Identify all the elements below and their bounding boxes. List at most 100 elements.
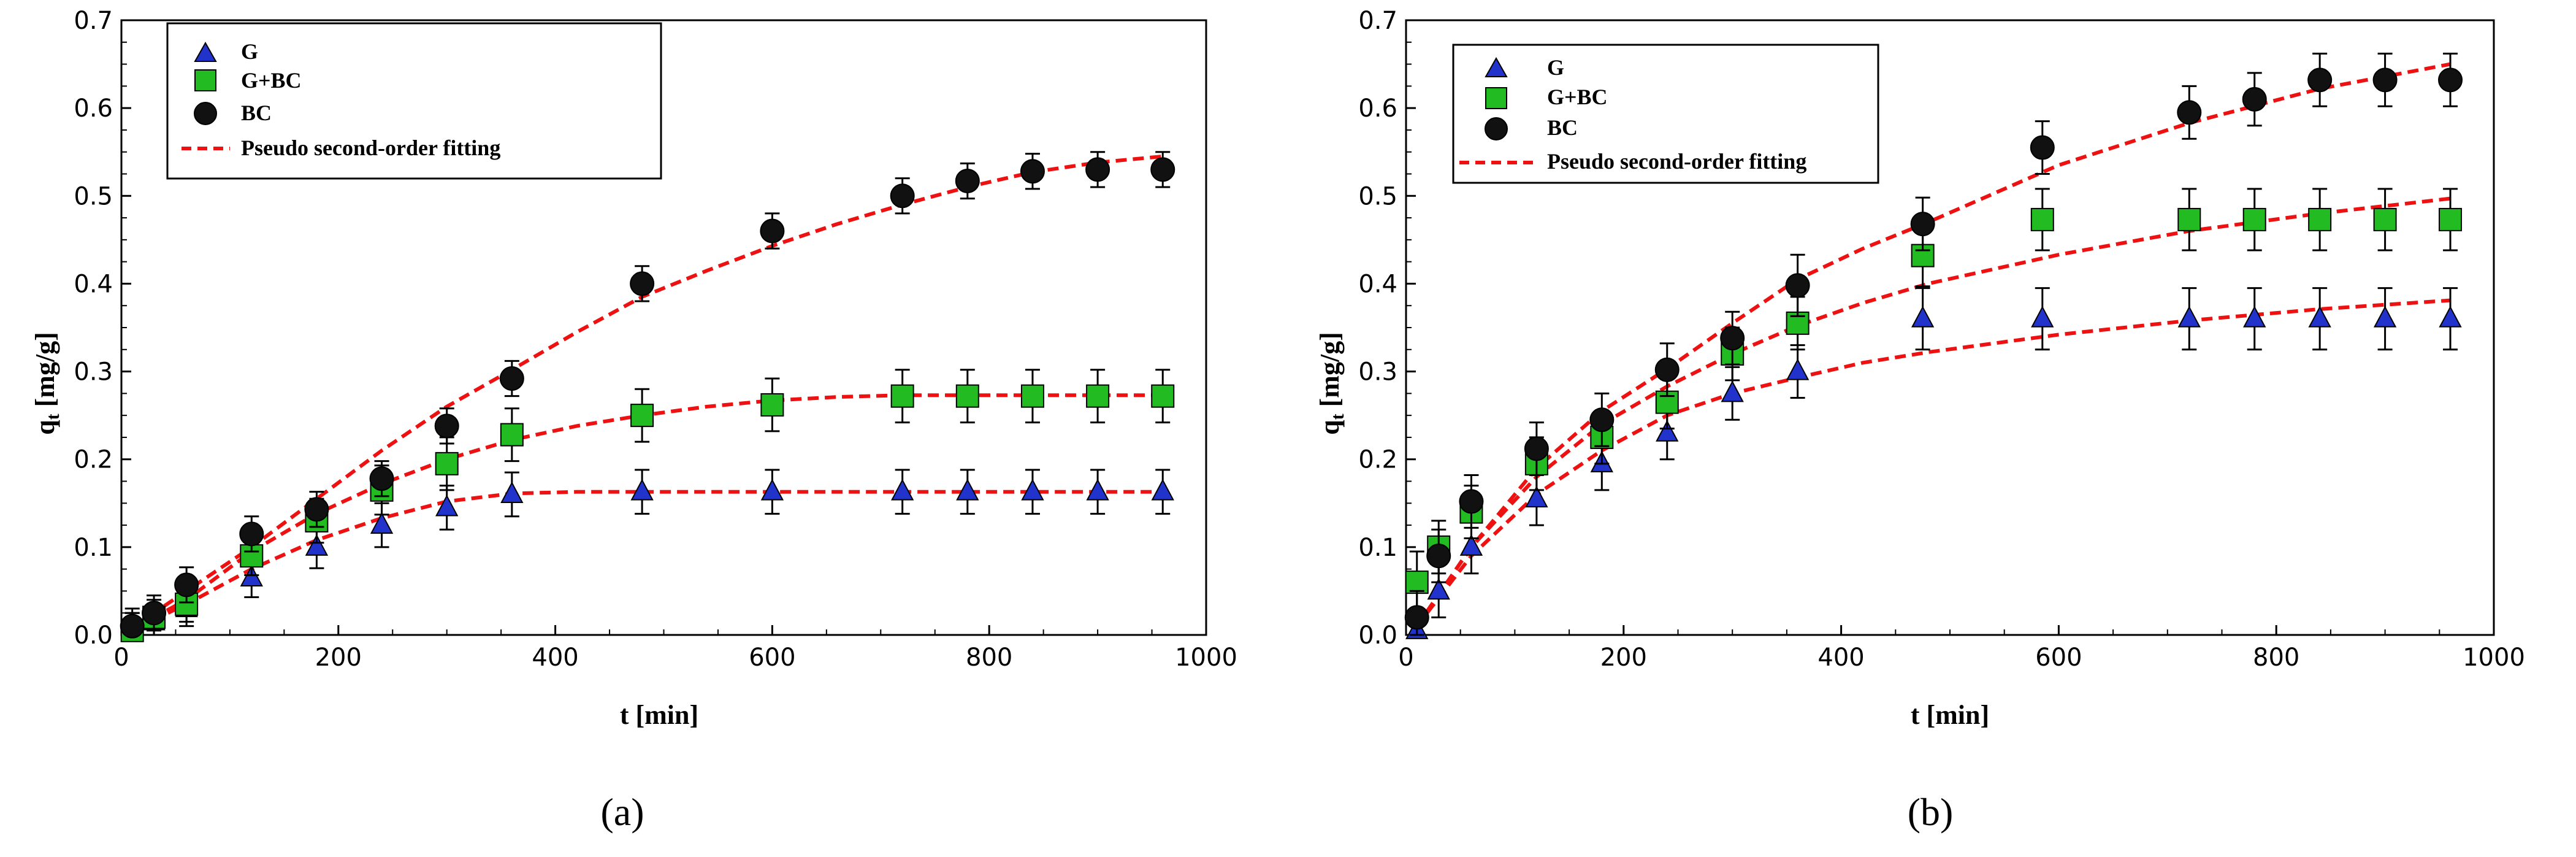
data-point-gbc [2177,207,2201,231]
data-point-bc [174,572,199,598]
plot-area-a: 0 200 400 600 800 1000 0.0 0.1 0.2 0.3 0.4 0.5 0.6 0.… [74,7,1237,672]
y-tick-label: 0.7 [74,7,113,35]
data-point-gbc [890,384,914,408]
data-point-bc [1785,273,1810,298]
data-point-gbc [2308,207,2332,231]
y-tick-label: 0.1 [74,534,113,562]
data-point-g [500,481,524,503]
data-point-bc [1404,605,1429,630]
x-tick-label: 600 [749,644,795,672]
data-point-bc [2242,86,2267,112]
data-point-gbc [1020,384,1044,408]
panel-label-a: (a) [600,790,644,834]
y-tick-label: 0.1 [1358,534,1397,562]
legend-label-fit-a: Pseudo second-order fitting [241,136,500,160]
y-tick-label: 0.4 [74,270,113,298]
legend-label-gbc-b: G+BC [1547,85,1608,109]
data-point-bc [142,601,167,626]
data-point-gbc [955,384,979,408]
data-point-g [1021,478,1044,501]
data-point-bc [1459,489,1484,514]
data-point-bc [239,521,264,547]
y-tick-label: 0.5 [1358,182,1397,210]
data-point-bc [890,183,915,209]
plot-area-b: 0 200 400 600 800 1000 0.0 0.1 0.2 0.3 0.4 0.5 0.6 0.… [1358,7,2525,672]
data-point-gbc [1086,384,1110,408]
fit-curve-gbc [120,393,1163,637]
data-point-g [2243,306,2266,328]
data-point-gbc [1151,384,1175,408]
legend-label-bc-a: BC [241,101,272,125]
legend-b: G G+BC BC Pseudo second-order fitting [1452,44,1879,184]
x-tick-label: 1000 [2463,644,2525,672]
data-point-g [2308,306,2331,328]
x-tick-label: 200 [1600,644,1647,672]
x-tick-label: 800 [2253,644,2299,672]
data-point-g [1525,485,1548,508]
x-axis-label-a: t [min] [620,700,698,730]
data-point-bc [1426,544,1451,569]
y-tick-label: 0.5 [74,182,113,210]
fit-curve-g [1415,298,2451,628]
chart-panel-b: 0 200 400 600 800 1000 0.0 0.1 0.2 0.3 0.4 0.5 0.6 0.… [1315,7,2525,834]
data-point-bc [1150,157,1175,182]
data-point-g [1459,534,1483,556]
legend-label-fit-b: Pseudo second-order fitting [1547,149,1806,174]
data-point-g [2439,306,2462,328]
legend-label-g-a: G [241,39,258,64]
data-point-bc [1720,326,1745,351]
legend-label-bc-b: BC [1547,115,1578,140]
y-tick-label: 0.6 [1358,94,1397,123]
x-tick-label: 600 [2035,644,2082,672]
data-point-bc [2372,67,2398,93]
data-point-g [435,494,459,517]
data-point-gbc [760,393,784,417]
data-point-gbc [2439,207,2463,231]
data-point-gbc [1405,571,1429,594]
data-point-g [760,478,784,501]
data-point-gbc [500,423,524,447]
data-point-g [1151,478,1174,501]
x-tick-label: 1000 [1175,644,1237,672]
data-point-g [1911,306,1935,328]
y-tick-label: 0.2 [1358,446,1397,474]
y-tick-label: 0.0 [74,621,113,650]
data-point-g [1086,478,1109,501]
y-axis-label-b: qt [mg/g] [1315,332,1348,435]
data-point-bc [955,168,980,193]
data-point-gbc [2242,207,2266,231]
data-point-bc [499,366,524,391]
legend-marker-gbc-b [1485,87,1507,109]
legend-marker-g-b [1485,56,1508,77]
data-point-bc [2030,135,2055,160]
data-point-bc [760,218,785,244]
y-tick-label: 0.6 [74,94,113,123]
y-tick-label: 0.0 [1358,621,1397,650]
panel-label-b: (b) [1908,790,1954,834]
data-point-gbc [435,452,459,475]
legend-box-a [166,22,662,180]
legend-a: G G+BC BC Pseudo second-order fitting [166,22,662,180]
data-point-bc [1910,212,1935,237]
data-point-bc [2438,67,2463,93]
y-tick-label: 0.7 [1358,7,1397,35]
data-point-g [2373,306,2397,328]
y-tick-label: 0.3 [1358,358,1397,386]
data-point-bc [630,271,655,296]
data-point-bc [1589,407,1615,432]
data-point-g [956,478,979,501]
legend-marker-gbc-a [194,69,216,91]
data-point-g [2031,306,2054,328]
data-point-bc [1020,159,1045,184]
data-point-bc [1524,436,1549,461]
data-point-bc [2177,100,2202,125]
data-point-g [370,512,394,534]
data-point-g [1721,380,1744,402]
data-point-g [305,534,329,556]
y-tick-label: 0.4 [1358,270,1397,298]
data-point-g [1656,420,1679,442]
data-point-gbc [2030,207,2054,231]
y-tick-label: 0.2 [74,446,113,474]
x-tick-label: 800 [966,644,1012,672]
